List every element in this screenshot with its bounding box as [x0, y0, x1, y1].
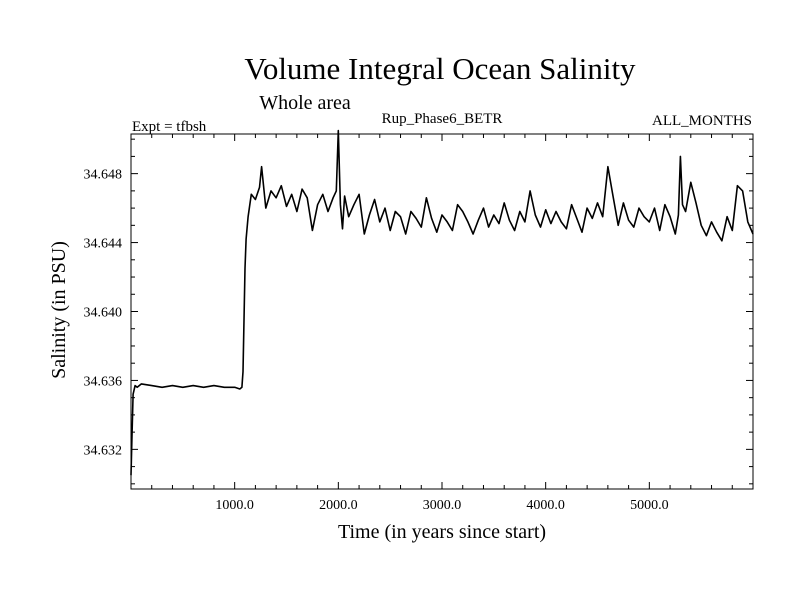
axis-tick-labels: 1000.0 2000.0 3000.0 4000.0 5000.0 34.632 34.6…	[84, 168, 669, 513]
months-label: ALL_MONTHS	[652, 113, 752, 129]
y-tick-label: 34.644	[84, 237, 123, 252]
x-tick-label: 3000.0	[423, 498, 462, 513]
y-tick-label: 34.640	[84, 306, 123, 321]
y-tick-label: 34.632	[84, 443, 123, 458]
plot-frame	[130, 133, 754, 490]
y-axis-label: Salinity (in PSU)	[48, 241, 70, 379]
expt-label: Expt = tfbsh	[132, 119, 207, 135]
x-tick-label: 1000.0	[215, 498, 254, 513]
axis-ticks	[131, 134, 753, 489]
x-tick-label: 5000.0	[630, 498, 669, 513]
salinity-series-line	[130, 129, 754, 476]
x-axis-label: Time (in years since start)	[338, 521, 546, 543]
chart-title: Volume Integral Ocean Salinity	[244, 51, 636, 86]
y-tick-label: 34.636	[84, 374, 123, 389]
chart-subtitle: Whole area	[259, 92, 351, 114]
x-tick-label: 2000.0	[319, 498, 358, 513]
x-tick-label: 4000.0	[526, 498, 565, 513]
run-label: Rup_Phase6_BETR	[382, 111, 503, 127]
y-tick-label: 34.648	[84, 168, 123, 183]
